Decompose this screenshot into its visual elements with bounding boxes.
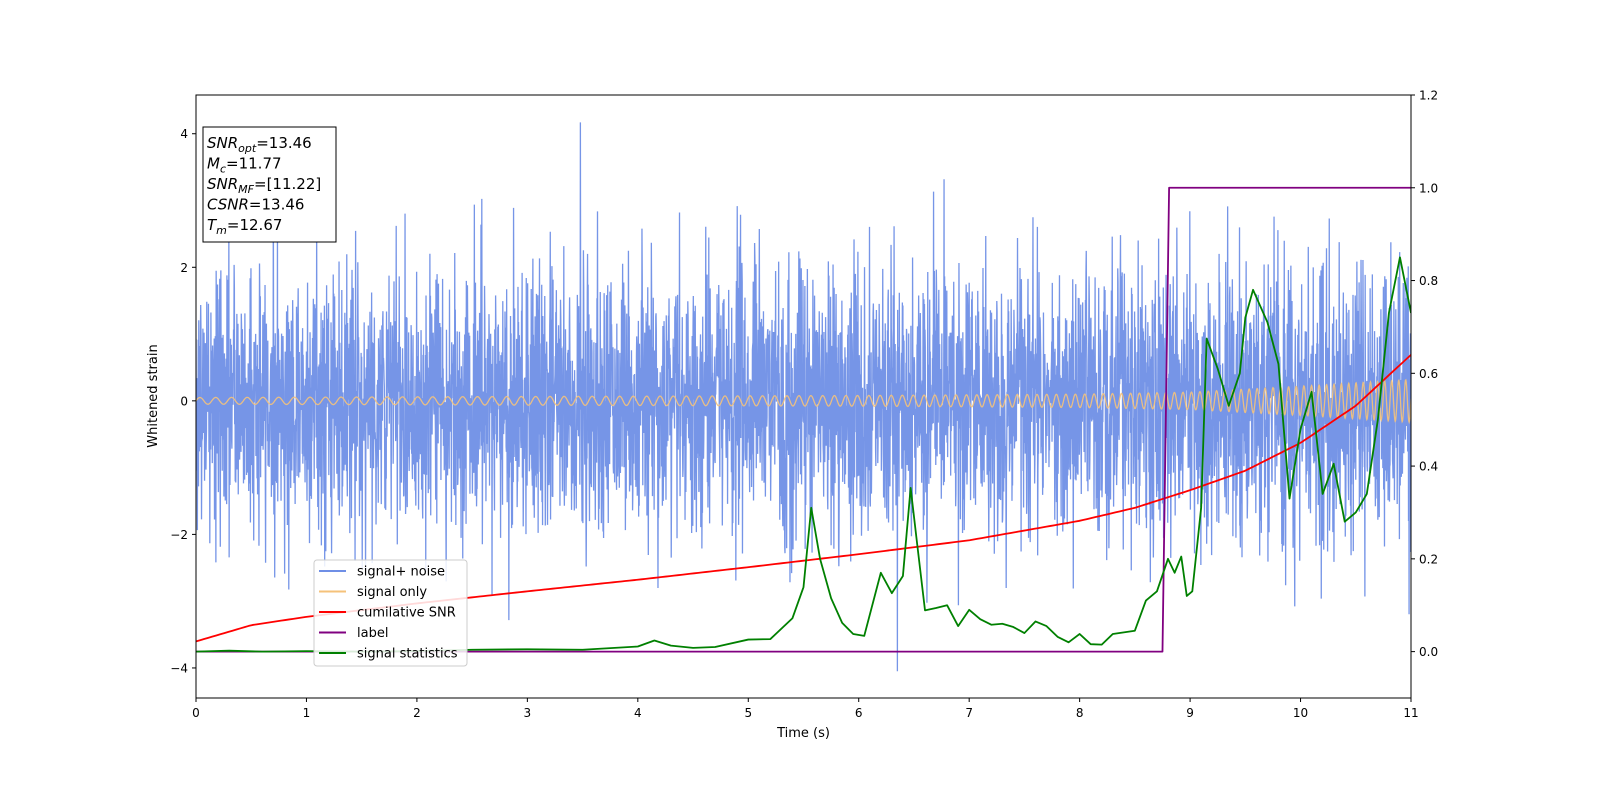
legend-frame: [313, 559, 468, 667]
y-tick-label: 2: [180, 261, 188, 275]
annotation-line: Mc=11.77: [207, 155, 282, 176]
legend-label-signal-noise: signal+ noise: [357, 565, 445, 580]
y2-tick-label: 0.0: [1419, 645, 1438, 659]
y-tick-label: −2: [170, 528, 188, 542]
annotation-line: SNRMF=[11.22]: [207, 175, 321, 196]
y-tick-label: −4: [170, 661, 188, 675]
x-tick-label: 1: [303, 706, 311, 720]
y-axis-label: Whitened strain: [146, 344, 161, 447]
y-tick-label: 4: [180, 127, 188, 141]
y-tick-label: 0: [180, 394, 188, 408]
annotation-box: SNRopt=13.46Mc=11.77SNRMF=[11.22]CSNR=13…: [202, 126, 337, 243]
series-signal-noise: [196, 122, 1411, 672]
y2-tick-label: 0.6: [1419, 367, 1438, 381]
legend-label-cumilative-snr: cumilative SNR: [357, 606, 456, 621]
legend-label-label: label: [357, 626, 388, 641]
x-tick-label: 7: [965, 706, 973, 720]
x-tick-label: 0: [192, 706, 200, 720]
y2-tick-label: 0.8: [1419, 274, 1438, 288]
x-tick-label: 11: [1403, 706, 1418, 720]
x-axis-label: Time (s): [776, 726, 830, 741]
axes-layer: 0 1 2 3 4 5 6 7 8 9 10 11 −4 −2 0 2 4 0.0 0.2 0.4 0.6 0.8 1.0 1…: [170, 89, 1438, 721]
legend-label-signal-statistics: signal statistics: [357, 647, 458, 662]
y2-tick-label: 0.4: [1419, 460, 1438, 474]
series-signal-statistics: [196, 256, 1411, 653]
legend: signal+ noise signal only cumilative SNR la…: [313, 559, 468, 667]
x-tick-label: 9: [1186, 706, 1194, 720]
x-tick-label: 3: [524, 706, 532, 720]
y2-tick-label: 1.0: [1419, 181, 1438, 195]
annotation-line: CSNR=13.46: [207, 196, 304, 214]
series-label: [196, 186, 1411, 653]
plot-frame: [195, 94, 1412, 699]
y2-tick-label: 1.2: [1419, 89, 1438, 103]
legend-label-signal-only: signal only: [357, 585, 427, 600]
x-tick-label: 4: [634, 706, 642, 720]
x-tick-label: 8: [1076, 706, 1084, 720]
annotation-line: SNRopt=13.46: [207, 134, 312, 155]
x-tick-label: 5: [744, 706, 752, 720]
y2-tick-label: 0.2: [1419, 552, 1438, 566]
series-signal-only: [196, 378, 1411, 425]
x-tick-label: 10: [1293, 706, 1308, 720]
x-tick-label: 2: [413, 706, 421, 720]
x-tick-label: 6: [855, 706, 863, 720]
annotation-frame: [202, 126, 337, 243]
annotation-line: Tm=12.67: [207, 216, 282, 237]
